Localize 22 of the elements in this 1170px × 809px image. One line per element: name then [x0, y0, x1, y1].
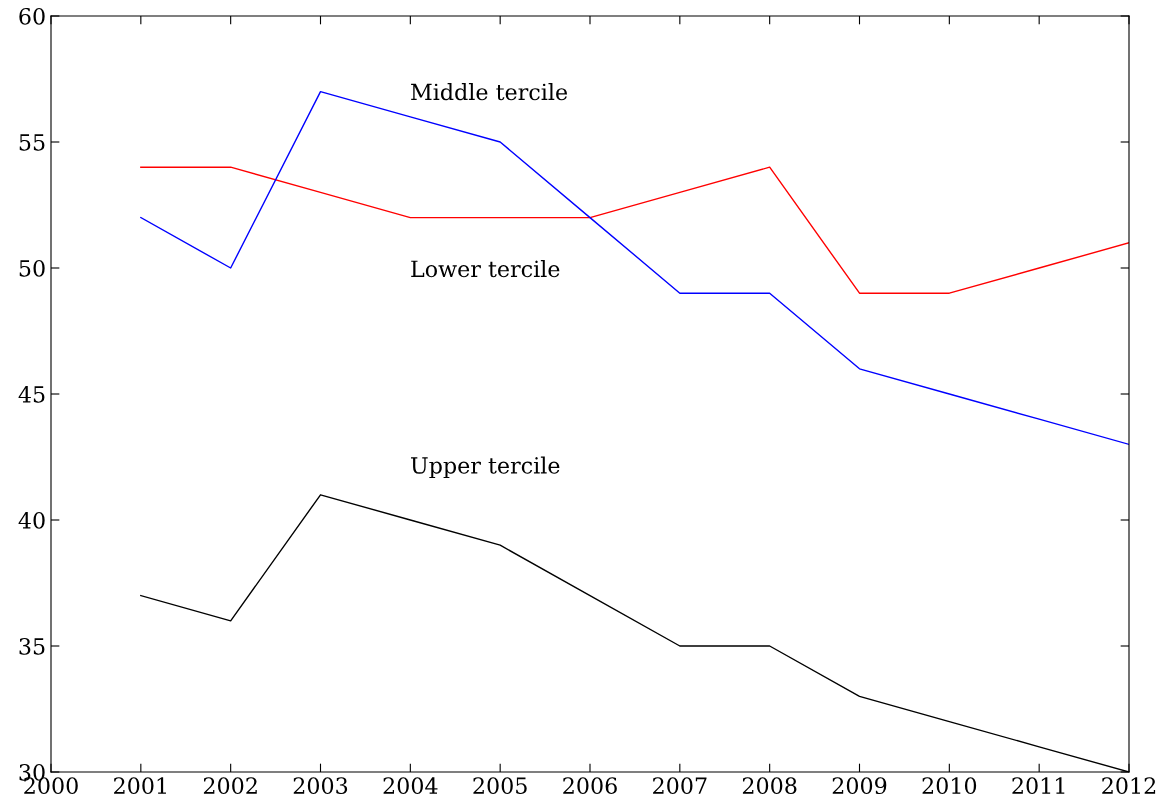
x-tick-label: 2005 [473, 777, 527, 795]
x-tick-label: 2003 [293, 777, 348, 795]
x-tick-label: 2001 [114, 777, 166, 795]
y-tick-label: 45 [18, 385, 45, 403]
y-tick-label: 40 [18, 511, 45, 529]
annotation: Lower tercile [411, 260, 560, 278]
annotation: Middle tercile [411, 83, 568, 101]
x-tick-label: 2010 [922, 777, 977, 795]
y-tick-label: 60 [19, 7, 45, 25]
y-tick-label: 35 [19, 637, 45, 655]
y-tick-label: 50 [19, 259, 45, 277]
line-series [140, 166, 1129, 294]
x-tick-label: 2004 [383, 777, 438, 795]
annotation: Upper tercile [411, 456, 560, 479]
x-tick-label: 2007 [653, 777, 707, 795]
y-tick-label: 55 [19, 134, 45, 151]
x-tick-label: 2008 [742, 777, 797, 795]
x-tick-label: 2002 [203, 777, 257, 795]
x-tick-label: 2009 [832, 777, 887, 795]
x-tick-label: 2012 [1102, 777, 1156, 795]
x-tick-label: 2011 [1012, 777, 1065, 795]
x-tick-label: 2006 [563, 777, 617, 795]
